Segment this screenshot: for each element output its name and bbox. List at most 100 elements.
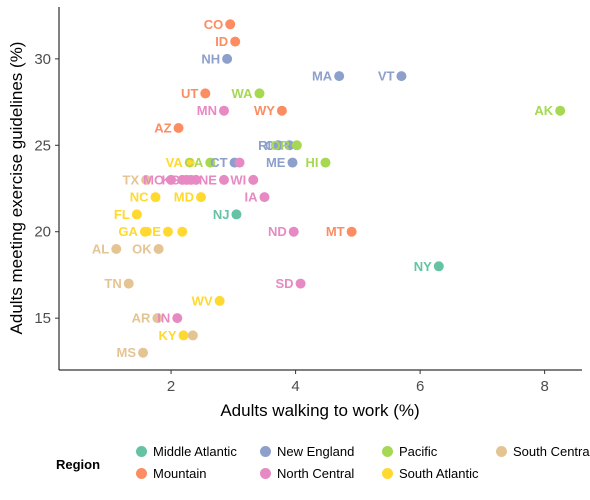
y-tick-label: 20 bbox=[34, 224, 51, 241]
data-label: ND bbox=[268, 224, 287, 239]
data-point bbox=[292, 140, 302, 150]
data-label: MN bbox=[197, 103, 217, 118]
data-label: NJ bbox=[213, 207, 230, 222]
data-label: CA bbox=[185, 155, 204, 170]
data-label: AL bbox=[92, 242, 109, 257]
data-label: NY bbox=[414, 259, 432, 274]
data-label: FL bbox=[114, 207, 130, 222]
data-point bbox=[555, 106, 565, 116]
legend-item: South Atlantic bbox=[382, 466, 479, 481]
data-label: WV bbox=[192, 293, 213, 308]
data-point bbox=[219, 106, 229, 116]
data-point bbox=[396, 71, 406, 81]
y-tick-label: 25 bbox=[34, 137, 51, 154]
x-tick-label: 2 bbox=[167, 378, 175, 395]
legend-label: Pacific bbox=[399, 444, 437, 459]
x-tick-label: 4 bbox=[291, 378, 299, 395]
data-point bbox=[188, 330, 198, 340]
data-label: OR bbox=[270, 138, 290, 153]
data-point bbox=[287, 158, 297, 168]
data-point bbox=[138, 348, 148, 358]
data-label: MA bbox=[312, 69, 333, 84]
y-tick-label: 30 bbox=[34, 51, 51, 68]
data-label: AR bbox=[132, 311, 151, 326]
data-label: GA bbox=[118, 224, 138, 239]
data-point bbox=[320, 158, 330, 168]
x-ticks: 2 4 6 8 bbox=[167, 370, 549, 395]
legend-key bbox=[382, 446, 393, 457]
data-point bbox=[230, 37, 240, 47]
data-points bbox=[111, 19, 565, 357]
data-point bbox=[132, 209, 142, 219]
y-tick-label: 15 bbox=[34, 310, 51, 327]
data-label: VT bbox=[378, 69, 395, 84]
data-point bbox=[277, 106, 287, 116]
data-point bbox=[215, 296, 225, 306]
data-label: AK bbox=[534, 103, 553, 118]
data-point bbox=[347, 227, 357, 237]
x-tick-label: 8 bbox=[540, 378, 548, 395]
x-tick-label: 6 bbox=[416, 378, 424, 395]
legend-item: South Central bbox=[496, 444, 590, 459]
y-axis-title: Adults meeting exercise guidelines (%) bbox=[7, 42, 26, 335]
data-point bbox=[177, 227, 187, 237]
legend-key bbox=[382, 468, 393, 479]
legend-key bbox=[496, 446, 507, 457]
legend-item: Pacific bbox=[382, 444, 437, 459]
legend-label: New England bbox=[277, 444, 354, 459]
data-point bbox=[200, 88, 210, 98]
data-point bbox=[248, 175, 258, 185]
legend-key bbox=[136, 468, 147, 479]
legend-item: North Central bbox=[260, 466, 354, 481]
legend-title: Region bbox=[56, 457, 100, 472]
data-label: MD bbox=[174, 190, 194, 205]
data-label: OK bbox=[132, 242, 152, 257]
data-label: CO bbox=[204, 17, 224, 32]
data-label: NH bbox=[201, 51, 220, 66]
data-point bbox=[111, 244, 121, 254]
data-label: UT bbox=[181, 86, 198, 101]
data-label: MS bbox=[117, 345, 137, 360]
data-label: AZ bbox=[154, 121, 171, 136]
data-label: TX bbox=[123, 172, 140, 187]
legend-label: South Atlantic bbox=[399, 466, 479, 481]
data-label: WI bbox=[230, 172, 246, 187]
data-point bbox=[235, 158, 245, 168]
data-point bbox=[151, 192, 161, 202]
data-point bbox=[225, 19, 235, 29]
data-label: HI bbox=[305, 155, 318, 170]
y-ticks: 15 20 25 30 bbox=[34, 51, 59, 327]
data-point bbox=[254, 88, 264, 98]
data-label: NE bbox=[199, 172, 217, 187]
legend: Region Middle Atlantic Mountain New Englan… bbox=[56, 440, 590, 490]
data-label: IA bbox=[244, 190, 258, 205]
axes: 2 4 6 8 15 20 25 30 bbox=[34, 7, 582, 395]
legend-item: Mountain bbox=[136, 466, 206, 481]
data-label: IN bbox=[157, 311, 170, 326]
data-label: WA bbox=[232, 86, 254, 101]
data-label: DE bbox=[143, 224, 161, 239]
data-point bbox=[172, 313, 182, 323]
data-label: WY bbox=[254, 103, 275, 118]
legend-key bbox=[260, 468, 271, 479]
x-axis-title: Adults walking to work (%) bbox=[220, 401, 419, 420]
data-point bbox=[174, 123, 184, 133]
data-label: MT bbox=[326, 224, 345, 239]
data-label: ID bbox=[215, 34, 228, 49]
data-point bbox=[259, 192, 269, 202]
data-label: KY bbox=[158, 328, 176, 343]
data-point bbox=[289, 227, 299, 237]
legend-item: New England bbox=[260, 444, 354, 459]
data-point bbox=[124, 279, 134, 289]
legend-item: Middle Atlantic bbox=[136, 444, 237, 459]
legend-label: Mountain bbox=[153, 466, 206, 481]
data-point bbox=[334, 71, 344, 81]
legend-label: South Central bbox=[513, 444, 590, 459]
data-point bbox=[154, 244, 164, 254]
data-label: ME bbox=[266, 155, 286, 170]
legend-label: North Central bbox=[277, 466, 354, 481]
data-label: SD bbox=[276, 276, 294, 291]
data-point bbox=[222, 54, 232, 64]
